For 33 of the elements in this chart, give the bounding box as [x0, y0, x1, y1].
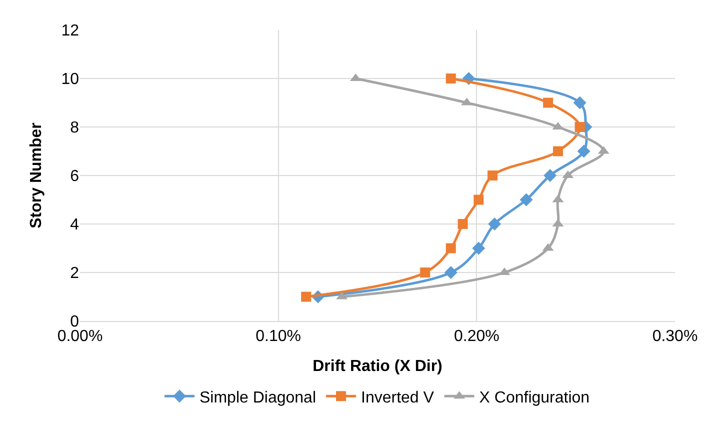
point: [446, 74, 456, 84]
y-axis-title: Story Number: [28, 122, 46, 228]
x-tick-label: 0.10%: [256, 328, 302, 346]
y-tick-label: 8: [70, 120, 80, 137]
x-tick-label: 0.30%: [652, 328, 698, 346]
point: [574, 122, 585, 132]
point: [301, 292, 312, 302]
y-tick-label: 2: [70, 265, 80, 282]
legend-label: Simple Diagonal: [200, 389, 316, 406]
y-tick-label: 0: [70, 314, 80, 331]
point: [520, 193, 533, 206]
point: [577, 144, 590, 158]
x-axis-title: Drift Ratio (X Dir): [312, 358, 442, 375]
point: [458, 219, 468, 229]
point: [446, 243, 456, 254]
legend-label: X Configuration: [479, 389, 590, 406]
point: [488, 170, 498, 180]
point: [474, 194, 484, 205]
point: [543, 98, 554, 108]
point: [552, 146, 563, 156]
x-tick-label: 0.20%: [454, 328, 500, 346]
point: [573, 96, 586, 110]
point: [544, 169, 557, 182]
point: [420, 268, 430, 278]
y-tick-label: 12: [61, 22, 80, 40]
y-tick-label: 10: [61, 71, 80, 88]
x-tick-label: 0.00%: [57, 328, 103, 346]
point: [488, 218, 502, 230]
y-tick-label: 4: [70, 216, 80, 234]
y-tick-label: 6: [70, 168, 80, 186]
point: [444, 266, 458, 279]
point: [472, 242, 486, 255]
legend-label: Inverted V: [361, 389, 434, 406]
